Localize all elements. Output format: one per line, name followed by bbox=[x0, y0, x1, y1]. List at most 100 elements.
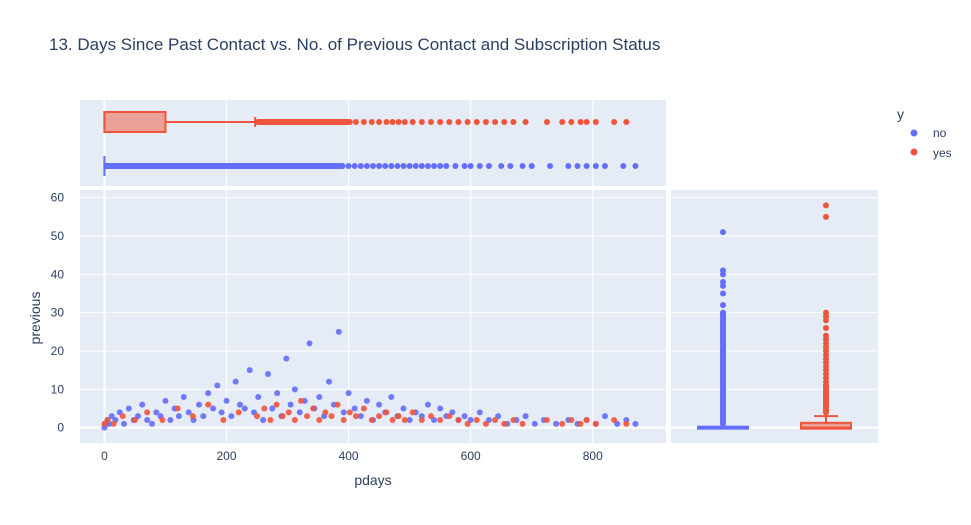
top-outlier-yes bbox=[510, 119, 517, 125]
point-yes bbox=[368, 417, 375, 423]
point-no bbox=[461, 413, 468, 420]
top-outlier-yes bbox=[427, 119, 434, 125]
point-no bbox=[125, 405, 132, 412]
point-yes bbox=[273, 401, 280, 408]
point-yes bbox=[254, 413, 261, 420]
top-outlier-yes bbox=[543, 119, 550, 125]
point-yes bbox=[427, 413, 434, 420]
point-no bbox=[260, 417, 267, 423]
top-outlier-yes bbox=[492, 119, 499, 125]
point-yes bbox=[519, 420, 526, 427]
top-outlier-no bbox=[388, 163, 395, 169]
point-no bbox=[236, 401, 243, 408]
legend-yes-label[interactable]: yes bbox=[933, 146, 952, 160]
point-no bbox=[175, 413, 182, 420]
chart-title: 13. Days Since Past Contact vs. No. of P… bbox=[49, 35, 660, 54]
point-yes bbox=[346, 409, 353, 416]
point-yes bbox=[492, 417, 499, 423]
x-tick-label: 800 bbox=[583, 449, 603, 463]
point-no bbox=[205, 390, 212, 397]
point-yes bbox=[119, 413, 126, 420]
top-outlier-yes bbox=[559, 119, 566, 125]
point-no bbox=[522, 413, 529, 420]
point-yes bbox=[395, 413, 402, 420]
point-no bbox=[149, 420, 156, 427]
point-yes bbox=[401, 417, 408, 423]
point-yes bbox=[220, 417, 227, 423]
top-outlier-no bbox=[406, 163, 413, 169]
top-outlier-yes bbox=[592, 119, 599, 125]
point-no bbox=[340, 409, 347, 416]
point-yes bbox=[334, 401, 341, 408]
top-outlier-no bbox=[370, 163, 376, 169]
right-outlier-no bbox=[720, 267, 726, 274]
point-no bbox=[283, 355, 290, 362]
scatter-points bbox=[101, 328, 639, 431]
point-yes bbox=[376, 413, 383, 420]
point-yes bbox=[261, 405, 268, 412]
point-no bbox=[228, 413, 235, 420]
point-no bbox=[139, 401, 146, 408]
point-no bbox=[287, 401, 294, 408]
top-marginal-boxes bbox=[103, 111, 639, 176]
right-outlier-yes bbox=[823, 332, 829, 339]
y-tick-label: 0 bbox=[57, 421, 64, 435]
top-outlier-yes bbox=[368, 119, 375, 125]
top-outlier-no bbox=[565, 163, 572, 169]
top-outlier-no bbox=[583, 163, 590, 169]
point-no bbox=[269, 405, 276, 412]
top-outlier-no bbox=[345, 163, 352, 169]
point-yes bbox=[409, 409, 416, 416]
top-outlier-no bbox=[357, 163, 364, 169]
top-outlier-no bbox=[452, 163, 459, 169]
point-no bbox=[255, 394, 262, 400]
top-outlier-yes bbox=[583, 119, 590, 125]
point-yes bbox=[568, 417, 575, 423]
point-yes bbox=[383, 409, 390, 416]
right-outlier-no bbox=[720, 279, 726, 285]
legend-no-label[interactable]: no bbox=[933, 126, 947, 140]
point-yes bbox=[267, 417, 274, 423]
top-outlier-no bbox=[574, 163, 581, 169]
point-yes bbox=[316, 417, 323, 423]
top-outlier-no bbox=[507, 163, 514, 169]
point-no bbox=[265, 371, 272, 377]
y-tick-label: 50 bbox=[51, 229, 65, 243]
point-yes bbox=[559, 420, 566, 427]
right-marginal-plot-area bbox=[671, 190, 878, 443]
point-yes bbox=[455, 417, 462, 423]
point-yes bbox=[144, 409, 151, 416]
point-no bbox=[153, 409, 160, 416]
point-no bbox=[601, 413, 608, 420]
point-no bbox=[351, 405, 358, 412]
x-tick-label: 0 bbox=[101, 449, 108, 463]
point-no bbox=[218, 409, 225, 416]
point-yes bbox=[159, 417, 166, 423]
right-outlier-yes bbox=[823, 213, 829, 220]
point-no bbox=[223, 397, 230, 404]
y-tick-label: 10 bbox=[51, 382, 65, 396]
point-no bbox=[400, 405, 407, 412]
point-yes bbox=[340, 417, 347, 423]
point-no bbox=[144, 417, 151, 423]
point-yes bbox=[464, 420, 471, 427]
point-no bbox=[210, 405, 217, 412]
point-yes bbox=[310, 405, 317, 412]
right-outlier-yes bbox=[823, 202, 829, 209]
point-yes bbox=[510, 417, 517, 423]
top-outlier-no bbox=[363, 163, 370, 169]
legend: y no yes bbox=[897, 106, 952, 160]
axis-ticks: 0 200 400 600 800 0 10 20 30 40 50 60 bbox=[51, 191, 603, 463]
top-outlier-no bbox=[382, 163, 389, 169]
legend-no-marker[interactable] bbox=[910, 129, 918, 137]
top-outlier-yes bbox=[446, 119, 453, 125]
point-no bbox=[437, 405, 444, 412]
point-no bbox=[296, 409, 303, 416]
top-outlier-yes bbox=[409, 119, 416, 125]
point-yes bbox=[577, 420, 584, 427]
top-outlier-no bbox=[394, 163, 401, 169]
point-no bbox=[388, 394, 395, 400]
top-outlier-yes bbox=[360, 119, 367, 125]
point-yes bbox=[328, 413, 335, 420]
legend-yes-marker[interactable] bbox=[910, 148, 918, 156]
